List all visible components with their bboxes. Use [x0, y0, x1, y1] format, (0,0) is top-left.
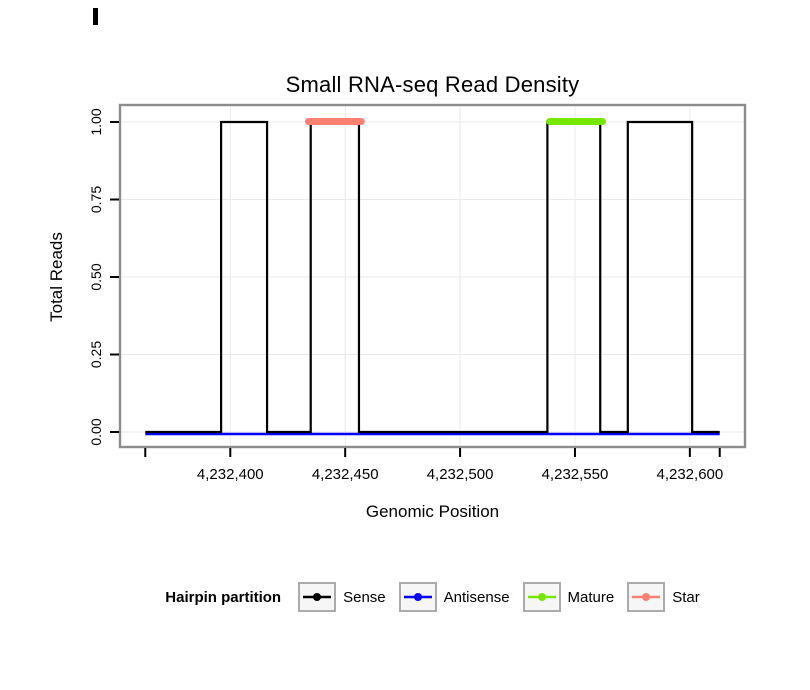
- legend-label-antisense: Antisense: [443, 588, 510, 606]
- legend-item-sense: Sense: [298, 582, 386, 612]
- legend: Hairpin partition Sense Antisense Mature St…: [55, 582, 810, 612]
- legend-item-antisense: Antisense: [398, 582, 510, 612]
- x-tick-label: 4,232,400: [197, 466, 264, 483]
- x-tick-label: 4,232,600: [656, 466, 723, 483]
- legend-key-star: [627, 582, 666, 612]
- legend-label-mature: Mature: [567, 588, 615, 606]
- legend-item-star: Star: [627, 582, 700, 612]
- x-tick-label: 4,232,500: [427, 466, 494, 483]
- legend-key-mature: [522, 582, 561, 612]
- x-tick-label: 4,232,450: [312, 466, 379, 483]
- star-line-point-icon: [632, 593, 661, 601]
- legend-label-sense: Sense: [343, 588, 386, 606]
- sense-step-line: [145, 120, 720, 434]
- sense-line-point-icon: [303, 593, 332, 601]
- legend-key-sense: [298, 582, 337, 612]
- y-axis-title: Total Reads: [47, 232, 66, 322]
- legend-item-mature: Mature: [522, 582, 615, 612]
- legend-items: Sense Antisense Mature Star: [298, 582, 700, 612]
- legend-title: Hairpin partition: [165, 588, 282, 606]
- chart-title: Small RNA-seq Read Density: [285, 72, 580, 97]
- y-tick-label: 0.00: [88, 418, 104, 445]
- plot-panel: [120, 105, 745, 447]
- y-tick-label: 0.75: [88, 186, 104, 213]
- mature-line-point-icon: [527, 593, 556, 601]
- legend-key-antisense: [398, 582, 437, 612]
- panel-border: [118, 103, 747, 449]
- legend-label-star: Star: [672, 588, 700, 606]
- x-tick-label: 4,232,550: [542, 466, 609, 483]
- x-axis-title: Genomic Position: [365, 502, 500, 521]
- antisense-line-point-icon: [403, 593, 432, 601]
- y-tick-label: 1.00: [88, 108, 104, 135]
- y-tick-label: 0.50: [88, 263, 104, 290]
- stray-tick-mark: [93, 8, 98, 25]
- y-tick-label: 0.25: [88, 341, 104, 368]
